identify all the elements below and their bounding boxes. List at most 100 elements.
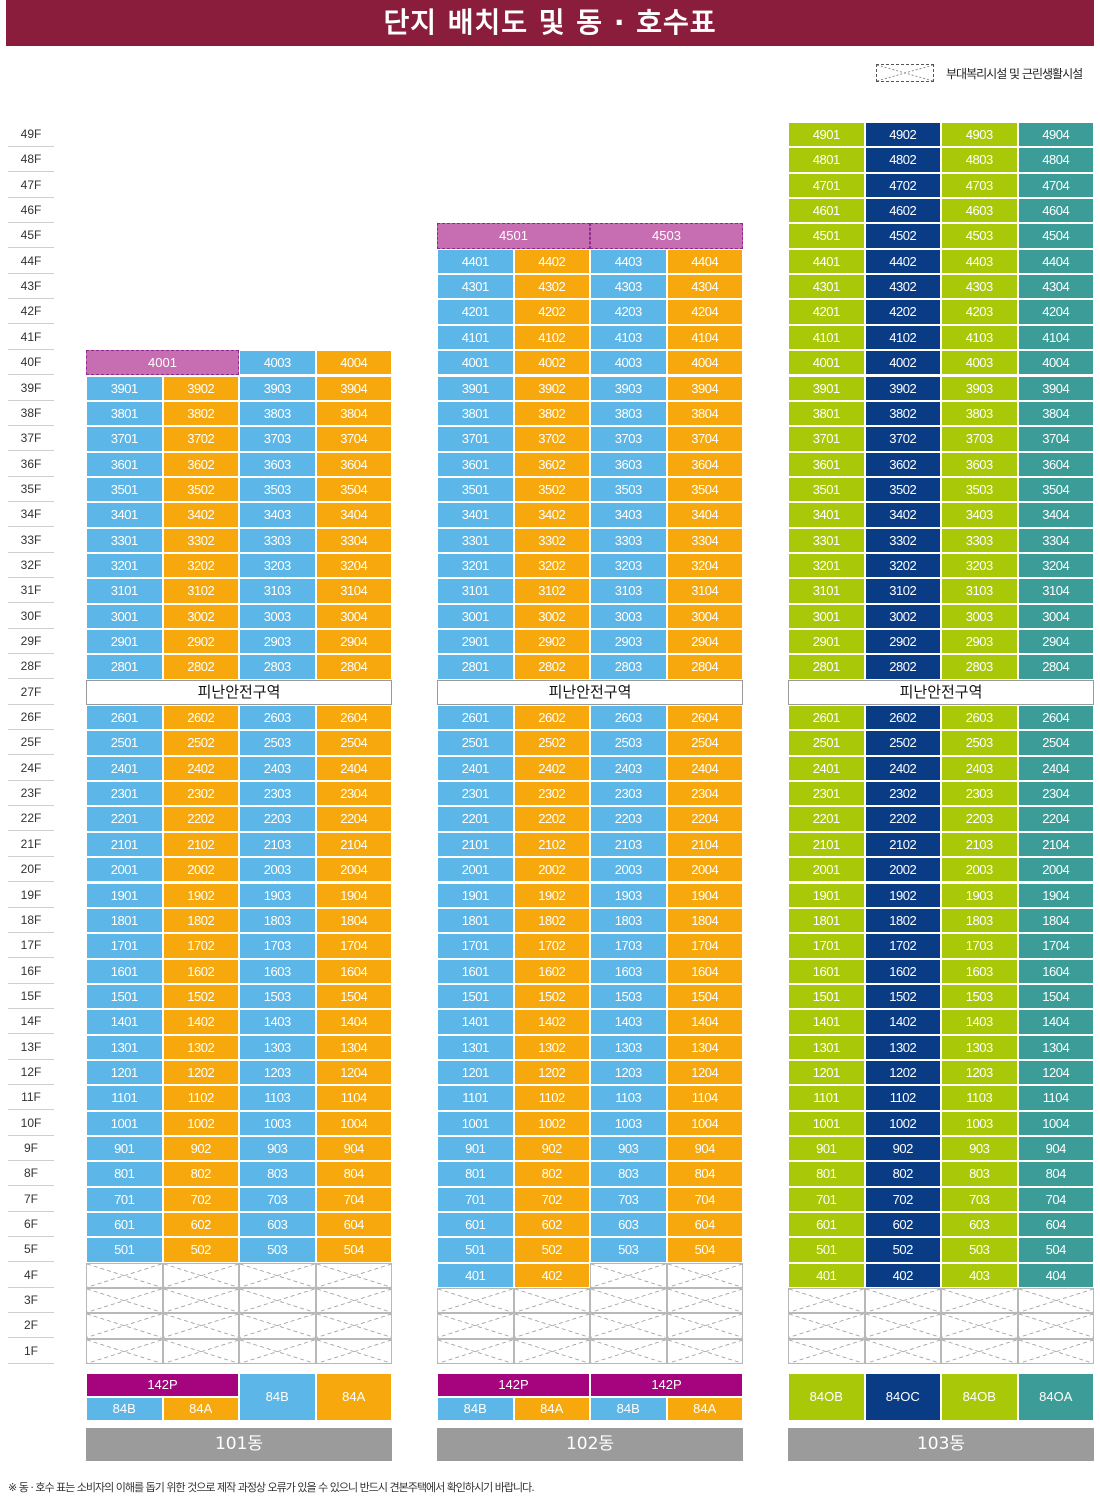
- unit-cell: 1702: [864, 933, 941, 959]
- unit-cell: 601: [788, 1212, 865, 1238]
- unit-cell: 1702: [162, 933, 239, 959]
- facility-cell: [86, 1288, 163, 1314]
- unit-cell: 1101: [788, 1085, 865, 1111]
- unit-cell: 804: [315, 1161, 392, 1187]
- unit-cell: 3401: [86, 502, 163, 528]
- unit-cell: 1102: [513, 1085, 590, 1111]
- building-name: 101동: [86, 1428, 392, 1461]
- floor-label: 46F: [8, 198, 54, 224]
- unit-cell: 3201: [86, 552, 163, 579]
- unit-cell: 4202: [513, 299, 590, 325]
- floor-label: 19F: [8, 883, 54, 908]
- unit-cell: 2601: [788, 705, 865, 731]
- unit-cell: 1401: [788, 1009, 865, 1035]
- unit-cell: 4602: [864, 198, 941, 224]
- unit-cell: 3404: [666, 502, 743, 528]
- unit-cell: 2101: [788, 831, 865, 858]
- unit-cell: 503: [590, 1237, 667, 1263]
- unit-cell: 702: [513, 1186, 590, 1213]
- unit-cell: 3102: [162, 578, 239, 604]
- unit-cell: 1002: [864, 1110, 941, 1136]
- unit-cell: 4304: [666, 274, 743, 300]
- unit-cell: 801: [86, 1161, 163, 1187]
- unit-cell: 1702: [513, 933, 590, 959]
- unit-cell: 3002: [162, 603, 239, 629]
- unit-cell: 902: [864, 1136, 941, 1162]
- unit-cell: 4004: [315, 350, 392, 376]
- unit-cell: 2301: [86, 781, 163, 807]
- unit-cell: 1103: [941, 1085, 1018, 1111]
- floor-label: 40F: [8, 350, 54, 376]
- legend-label: 부대복리시설 및 근린생활시설: [946, 66, 1083, 81]
- unit-cell: 703: [590, 1186, 667, 1213]
- unit-cell: 3102: [513, 578, 590, 604]
- type-cell: 84B: [86, 1397, 163, 1421]
- unit-cell: 3002: [864, 603, 941, 629]
- unit-cell: 1402: [162, 1009, 239, 1035]
- unit-cell: 3201: [437, 552, 514, 579]
- floor-label: 31F: [8, 578, 54, 604]
- unit-cell: 2803: [941, 654, 1018, 680]
- unit-cell: 1304: [1017, 1034, 1094, 1060]
- unit-cell: 1201: [437, 1059, 514, 1086]
- unit-cell: 3204: [666, 552, 743, 579]
- unit-cell: 2804: [1017, 654, 1094, 680]
- unit-cell: 3502: [513, 476, 590, 503]
- unit-cell: 3503: [941, 476, 1018, 503]
- type-cell: 84A: [666, 1397, 743, 1421]
- unit-cell: 3702: [162, 426, 239, 452]
- unit-cell: 1604: [315, 958, 392, 984]
- floor-label: 39F: [8, 376, 54, 401]
- unit-cell: 2002: [864, 857, 941, 883]
- facility-cell: [666, 1338, 743, 1365]
- unit-cell: 3104: [666, 578, 743, 604]
- unit-cell: 4603: [941, 198, 1018, 224]
- unit-cell: 3404: [1017, 502, 1094, 528]
- unit-cell: 602: [162, 1212, 239, 1238]
- unit-cell: 1403: [239, 1009, 316, 1035]
- unit-cell: 4703: [941, 172, 1018, 199]
- facility-cell: [315, 1262, 392, 1289]
- unit-cell: 1601: [86, 958, 163, 984]
- unit-cell: 1901: [437, 882, 514, 908]
- unit-cell: 3104: [315, 578, 392, 604]
- unit-cell: 2004: [1017, 857, 1094, 883]
- unit-cell: 4003: [941, 350, 1018, 376]
- unit-cell: 1303: [590, 1034, 667, 1060]
- unit-cell: 1004: [666, 1110, 743, 1136]
- facility-cell: [437, 1288, 514, 1314]
- facility-cell: [315, 1313, 392, 1339]
- unit-cell: 2602: [513, 705, 590, 731]
- facility-cell: [666, 1313, 743, 1339]
- unit-cell: 3903: [590, 375, 667, 401]
- unit-cell: 803: [941, 1161, 1018, 1187]
- type-cell: 142P: [86, 1373, 239, 1397]
- floor-label: 22F: [8, 806, 54, 832]
- facility-cell: [941, 1338, 1018, 1365]
- unit-cell: 2503: [239, 730, 316, 756]
- unit-cell: 4401: [437, 248, 514, 275]
- unit-cell: 3902: [162, 375, 239, 401]
- unit-cell: 1102: [864, 1085, 941, 1111]
- unit-cell: 3302: [513, 527, 590, 553]
- unit-cell: 1304: [666, 1034, 743, 1060]
- unit-cell: 1503: [941, 983, 1018, 1010]
- unit-cell: 3602: [162, 451, 239, 477]
- unit-cell: 1301: [788, 1034, 865, 1060]
- unit-cell: 2802: [513, 654, 590, 680]
- unit-cell: 1804: [315, 907, 392, 934]
- unit-cell: 801: [788, 1161, 865, 1187]
- floor-label: 13F: [8, 1035, 54, 1060]
- unit-cell: 902: [162, 1136, 239, 1162]
- unit-cell: 3501: [86, 476, 163, 503]
- unit-cell: 1304: [315, 1034, 392, 1060]
- unit-cell: 1602: [513, 958, 590, 984]
- unit-cell: 4402: [864, 248, 941, 275]
- floor-label: 18F: [8, 908, 54, 933]
- unit-cell: 1603: [941, 958, 1018, 984]
- unit-cell: 2102: [864, 831, 941, 858]
- unit-cell: 1503: [590, 983, 667, 1010]
- unit-cell: 1601: [788, 958, 865, 984]
- unit-cell: 1203: [239, 1059, 316, 1086]
- floor-label: 49F: [8, 122, 54, 147]
